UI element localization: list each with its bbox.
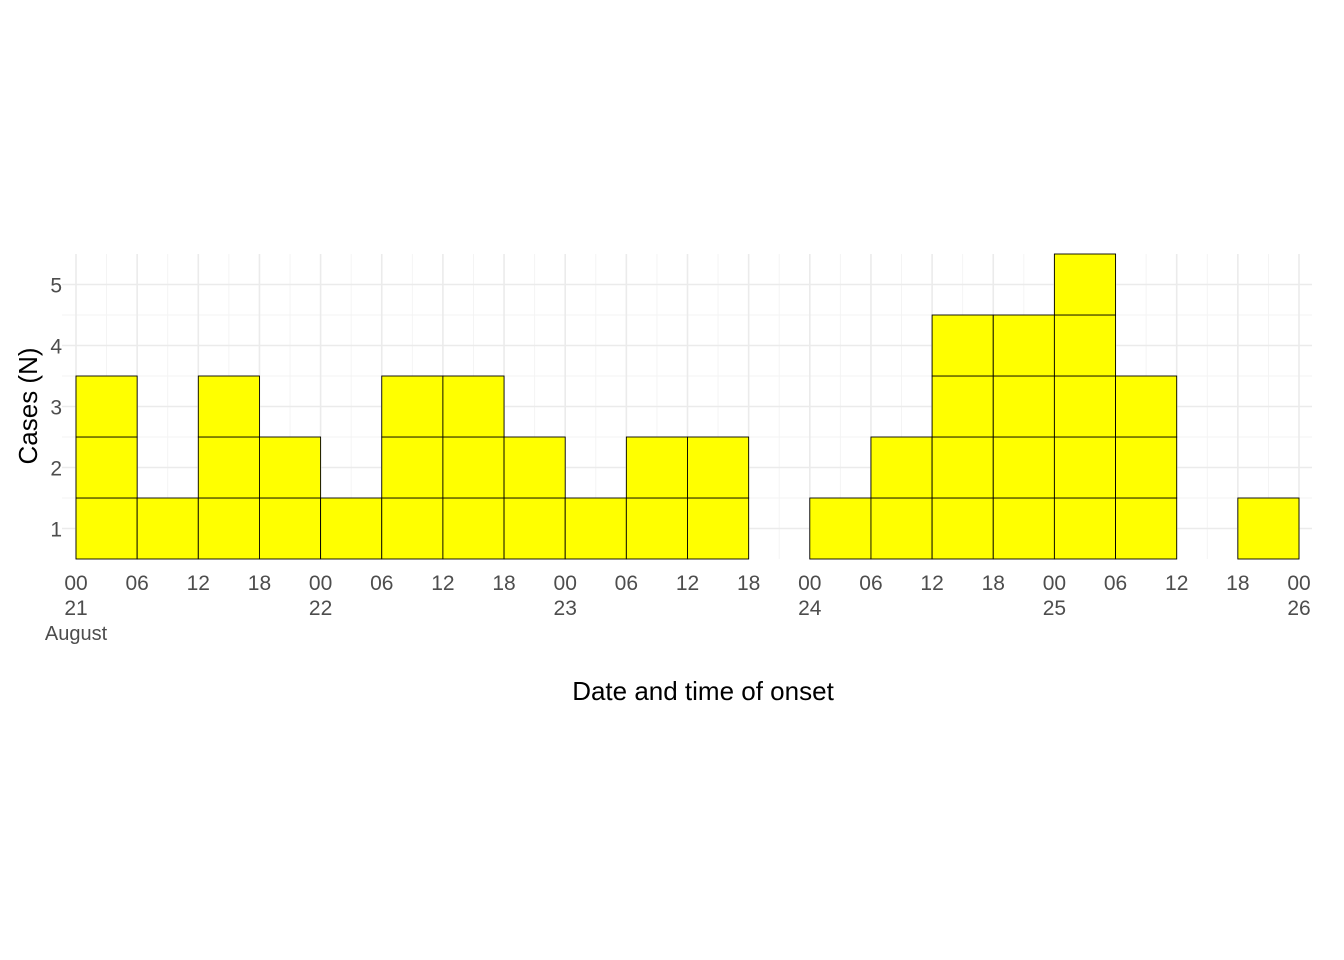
x-tick-hour-label: 12 bbox=[676, 572, 699, 595]
case-box bbox=[1053, 253, 1117, 316]
case-box bbox=[442, 375, 505, 438]
x-tick-hour-label: 12 bbox=[920, 572, 943, 595]
x-tick-day-label: 24 bbox=[798, 597, 822, 620]
case-box bbox=[1237, 497, 1300, 560]
x-tick-day-label: 25 bbox=[1043, 597, 1066, 620]
case-box bbox=[564, 497, 627, 560]
case-box bbox=[197, 436, 260, 499]
case-box bbox=[381, 375, 444, 438]
x-tick-hour-label: 06 bbox=[859, 572, 882, 595]
case-box bbox=[259, 436, 322, 499]
case-box bbox=[625, 497, 688, 560]
x-tick-hour-label: 12 bbox=[1165, 572, 1188, 595]
case-box bbox=[75, 497, 138, 560]
case-box bbox=[931, 314, 994, 377]
y-tick-label: 4 bbox=[50, 336, 62, 359]
x-tick-hour-label: 06 bbox=[370, 572, 393, 595]
case-box bbox=[197, 375, 260, 438]
x-tick-hour-label: 00 bbox=[798, 572, 821, 595]
x-tick-hour-label: 00 bbox=[554, 572, 577, 595]
case-box bbox=[381, 436, 444, 499]
x-tick-hour-label: 00 bbox=[64, 572, 87, 595]
x-axis-title: Date and time of onset bbox=[572, 676, 834, 706]
case-box bbox=[870, 497, 933, 560]
case-box bbox=[870, 436, 933, 499]
case-box bbox=[1053, 497, 1117, 560]
y-tick-label: 2 bbox=[50, 458, 62, 481]
x-tick-hour-label: 12 bbox=[431, 572, 454, 595]
case-box bbox=[1053, 375, 1117, 438]
case-box bbox=[442, 497, 505, 560]
case-box bbox=[75, 375, 138, 438]
x-tick-hour-label: 00 bbox=[309, 572, 332, 595]
case-box bbox=[687, 436, 750, 499]
x-tick-hour-label: 18 bbox=[248, 572, 271, 595]
case-box bbox=[259, 497, 322, 560]
x-tick-hour-label: 12 bbox=[187, 572, 210, 595]
case-bars bbox=[75, 253, 1300, 560]
case-box bbox=[320, 497, 383, 560]
y-tick-label: 3 bbox=[50, 397, 62, 420]
case-box bbox=[381, 497, 444, 560]
x-tick-month-label: August bbox=[45, 623, 108, 645]
case-box bbox=[992, 497, 1055, 560]
case-box bbox=[442, 436, 505, 499]
case-box bbox=[1115, 436, 1178, 499]
x-tick-day-label: 23 bbox=[554, 597, 577, 620]
x-tick-hour-label: 00 bbox=[1043, 572, 1066, 595]
x-tick-day-label: 26 bbox=[1287, 597, 1310, 620]
x-tick-day-label: 21 bbox=[64, 597, 87, 620]
y-tick-label: 1 bbox=[50, 519, 62, 542]
x-tick-hour-label: 06 bbox=[615, 572, 638, 595]
case-box bbox=[1115, 375, 1178, 438]
x-tick-hour-label: 06 bbox=[1104, 572, 1127, 595]
case-box bbox=[992, 375, 1055, 438]
x-tick-hour-label: 18 bbox=[1226, 572, 1249, 595]
y-axis-title: Cases (N) bbox=[13, 347, 43, 464]
case-box bbox=[931, 497, 994, 560]
case-box bbox=[1115, 497, 1178, 560]
y-axis-ticks: 1 2 3 4 5 bbox=[50, 275, 62, 542]
y-tick-label: 5 bbox=[50, 275, 62, 298]
case-box bbox=[1053, 436, 1117, 499]
case-box bbox=[197, 497, 260, 560]
case-box bbox=[687, 497, 750, 560]
case-box bbox=[1053, 314, 1117, 377]
case-box bbox=[503, 497, 566, 560]
x-tick-day-label: 22 bbox=[309, 597, 332, 620]
x-tick-hour-label: 00 bbox=[1287, 572, 1310, 595]
x-tick-hour-label: 06 bbox=[125, 572, 148, 595]
case-box bbox=[931, 375, 994, 438]
x-tick-hour-label: 18 bbox=[737, 572, 760, 595]
case-box bbox=[809, 497, 872, 560]
case-box bbox=[992, 436, 1055, 499]
case-box bbox=[75, 436, 138, 499]
case-box bbox=[625, 436, 688, 499]
case-box bbox=[992, 314, 1055, 377]
x-tick-hour-label: 18 bbox=[982, 572, 1005, 595]
x-tick-hour-label: 18 bbox=[492, 572, 515, 595]
case-box bbox=[136, 497, 199, 560]
case-box bbox=[931, 436, 994, 499]
case-box bbox=[503, 436, 566, 499]
